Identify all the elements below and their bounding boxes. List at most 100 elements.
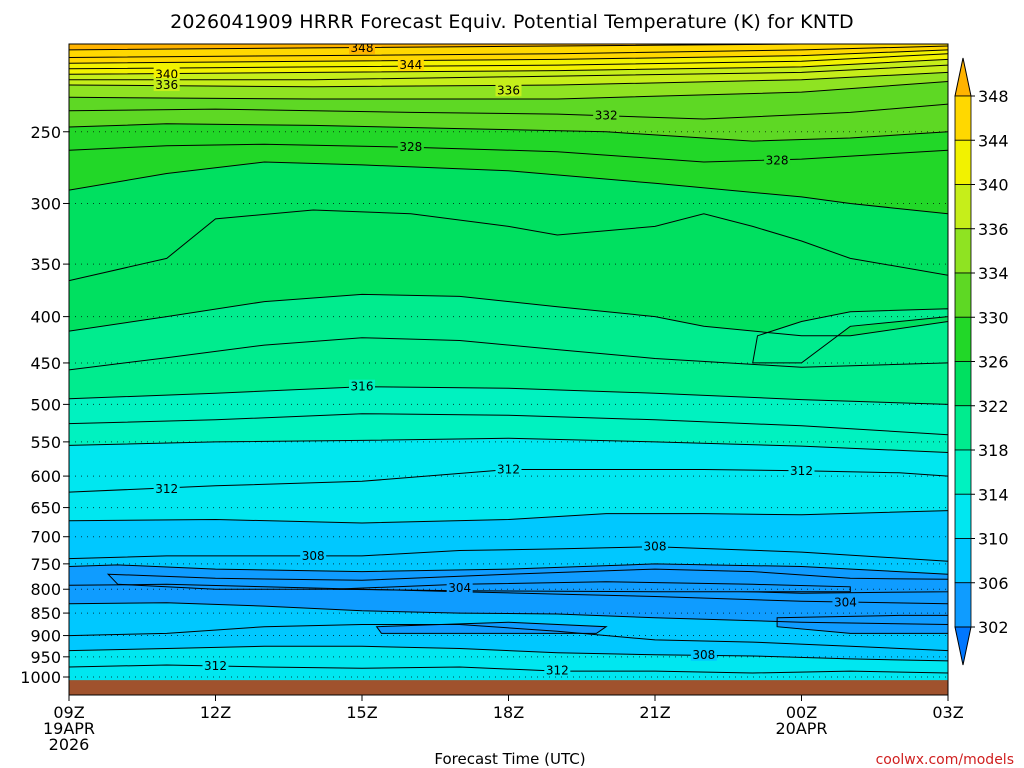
- contour-label-304-14: 304: [446, 580, 473, 595]
- contour-label-bg: [300, 548, 327, 562]
- x-tick-sublabel-20APR: 20APR: [775, 719, 827, 738]
- colorbar-label-330: 330: [978, 308, 1009, 327]
- colorbar-segment-9: [954, 493, 972, 539]
- closed-region-304-2: [776, 614, 948, 634]
- colorbar-segment-0: [954, 95, 972, 141]
- contour-label-304-15: 304: [832, 595, 859, 609]
- contour-label-312-18: 312: [544, 663, 571, 677]
- contour-label-text: 308: [302, 549, 325, 563]
- contour-line-340: [69, 58, 948, 75]
- x-tick-sublabel-2026: 2026: [49, 735, 90, 754]
- colorbar-label-340: 340: [978, 176, 1009, 195]
- colorbar-segment-6: [954, 361, 972, 407]
- x-tick-label-15Z: 15Z: [346, 703, 377, 722]
- x-tick-label-21Z: 21Z: [639, 703, 670, 722]
- colorbar-segment-7: [954, 405, 972, 451]
- x-tick-sublabel-19APR: 19APR: [43, 719, 95, 738]
- x-tick-label-00Z: 00Z: [786, 703, 817, 722]
- contour-label-bg: [153, 78, 180, 92]
- contour-label-bg: [593, 108, 620, 122]
- contour-label-bg: [788, 463, 815, 477]
- colorbar-segment-2: [954, 184, 972, 230]
- y-tick-label-700: 700: [30, 528, 61, 547]
- y-tick-label-800: 800: [30, 580, 61, 599]
- x-tick-label-18Z: 18Z: [493, 703, 524, 722]
- contour-label-336-3: 336: [153, 78, 180, 92]
- contour-line-332: [69, 103, 948, 120]
- contour-label-bg: [349, 379, 375, 393]
- colorbar-label-322: 322: [978, 397, 1009, 416]
- contour-label-text: 336: [155, 78, 178, 92]
- contour-label-308-12: 308: [300, 548, 327, 563]
- colorbar-segment-4: [954, 272, 972, 318]
- filled-contours: [69, 44, 948, 695]
- contour-label-text: 308: [692, 648, 715, 662]
- x-tick-label-03Z: 03Z: [932, 703, 963, 722]
- contour-label-bg: [202, 659, 229, 673]
- contour-label-text: 312: [546, 663, 569, 677]
- colorbar-segment-3: [954, 228, 972, 274]
- contour-label-348-0: 348: [349, 44, 375, 55]
- contour-label-340-2: 340: [153, 67, 180, 81]
- contour-label-text: 328: [766, 154, 789, 168]
- contour-line-344: [69, 49, 948, 64]
- credit-text: coolwx.com/models: [876, 752, 1014, 768]
- colorbar-segment-10: [954, 538, 972, 584]
- contour-label-text: 336: [497, 83, 520, 97]
- x-tick-label-12Z: 12Z: [200, 703, 231, 722]
- y-tick-label-350: 350: [30, 255, 61, 274]
- colorbar-label-306: 306: [978, 574, 1009, 593]
- colorbar-label-326: 326: [978, 353, 1009, 372]
- contour-label-bg: [397, 140, 424, 154]
- contour-line-338: [69, 64, 948, 81]
- contour-label-bg: [153, 67, 180, 81]
- contour-line-306: [69, 563, 948, 575]
- contour-line-326: [69, 161, 948, 215]
- y-tick-label-650: 650: [30, 499, 61, 518]
- x-axis-label: Forecast Time (UTC): [434, 750, 585, 768]
- contour-label-312-10: 312: [495, 462, 522, 476]
- y-axis-pressure: 250 300 350 400 450 500 550 600 650 700 750 800 850 9…: [20, 123, 69, 687]
- contour-label-bg: [153, 481, 180, 495]
- contour-label-308-13: 308: [642, 539, 668, 554]
- colorbar-label-310: 310: [978, 530, 1009, 549]
- closed-region-322-4: [752, 308, 948, 364]
- contour-line-342: [69, 53, 948, 70]
- colorbar-label-318: 318: [978, 441, 1009, 460]
- contour-label-text: 328: [399, 140, 422, 154]
- contour-lines: [69, 44, 948, 674]
- y-tick-label-550: 550: [30, 433, 61, 452]
- contour-label-332-5: 332: [593, 108, 620, 123]
- contour-label-text: 316: [351, 380, 374, 394]
- contour-label-text: 312: [790, 464, 813, 478]
- y-tick-label-850: 850: [30, 604, 61, 623]
- colorbar-segment-5: [954, 316, 972, 362]
- x-tick-label-09Z: 09Z: [53, 703, 84, 722]
- y-tick-label-750: 750: [30, 555, 61, 574]
- y-tick-label-950: 950: [30, 648, 61, 667]
- contour-label-312-17: 312: [202, 659, 229, 673]
- contour-label-bg: [349, 44, 375, 54]
- contour-line-308: [69, 624, 948, 652]
- pressure-gridlines: [69, 131, 948, 678]
- y-tick-label-900: 900: [30, 627, 61, 646]
- contour-label-text: 312: [497, 462, 520, 476]
- colorbar-label-334: 334: [978, 264, 1009, 283]
- contour-label-bg: [495, 462, 522, 476]
- contour-line-336: [69, 71, 948, 88]
- colorbar-segment-1: [954, 139, 972, 185]
- contour-line-324: [69, 209, 948, 282]
- ground-below-surface: [69, 680, 948, 695]
- contour-line-320: [69, 337, 948, 371]
- contour-label-312-9: 312: [153, 481, 180, 496]
- chart-title: 2026041909 HRRR Forecast Equiv. Potentia…: [170, 11, 854, 33]
- contour-label-308-16: 308: [690, 647, 717, 662]
- contour-label-336-4: 336: [495, 83, 522, 97]
- y-tick-label-450: 450: [30, 354, 61, 373]
- contour-label-text: 312: [204, 659, 227, 673]
- contour-line-316: [69, 413, 948, 436]
- contour-label-bg: [832, 595, 859, 609]
